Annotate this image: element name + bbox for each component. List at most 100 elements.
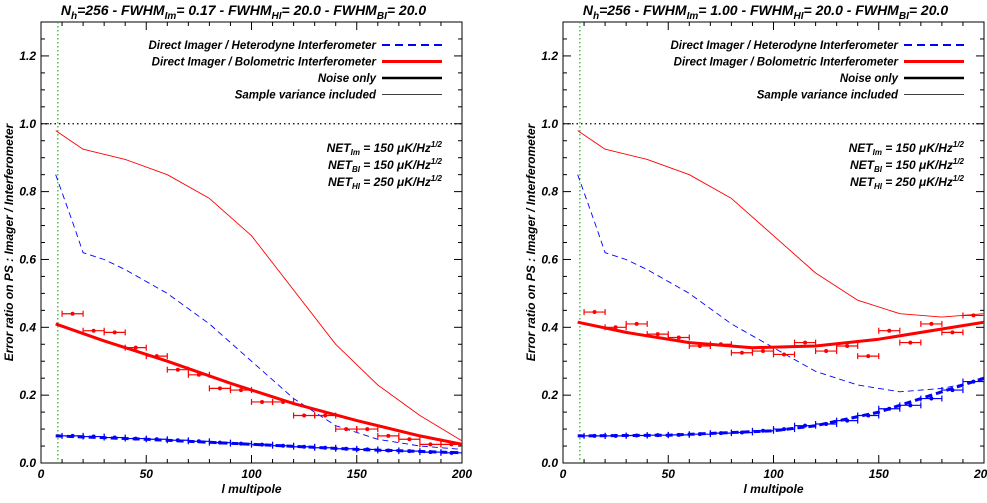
series-line-3 [577,376,984,438]
legend: Direct Imager / Heterodyne Interferomete… [148,40,442,102]
y-tick-label: 1.0 [19,117,36,131]
chart-title-part-0: N [61,2,72,18]
data-point [676,335,681,340]
legend-label: Noise only [840,73,899,85]
data-point [887,328,892,333]
data-point [782,427,787,432]
data-point [718,342,723,347]
data-point [112,330,117,335]
chart-title: Nh=256 - FWHMIm= 0.17 - FWHMHI= 20.0 - F… [61,2,427,22]
plot-frame [40,21,463,464]
net-line-2-part-2: = 150 μK/Hz [882,158,953,172]
data-point [133,345,138,350]
chart-title-part-4: = 0.17 - FWHM [176,2,272,18]
net-line-3-part-2: = 250 μK/Hz [882,175,953,189]
data-point [407,449,412,454]
data-point [323,413,328,418]
data-point [428,442,433,447]
data-point [950,388,955,393]
chart-title-part-5: HI [794,11,804,22]
legend-label: Direct Imager / Bolometric Interferomete… [674,57,899,69]
y-tick-label: 0.6 [541,252,558,266]
net-line-3-part-1: HI [352,182,361,191]
data-point [908,340,913,345]
data-point [238,441,243,446]
data-point [929,396,934,401]
net-line-3-part-3: 1/2 [431,174,443,183]
y-tick-label: 0.8 [19,185,36,199]
y-tick-label: 0.8 [541,185,558,199]
chart-title-part-7: BI [899,11,909,22]
data-point [718,431,723,436]
data-point [971,379,976,384]
net-line-2: NETBI = 150 μK/Hz1/2 [328,157,443,174]
data-point [824,421,829,426]
x-axis-label: l multipole [744,482,804,496]
data-point [154,437,159,442]
data-point [824,349,829,354]
x-tick-label: 200 [973,467,987,481]
net-line-2-part-3: 1/2 [431,157,443,166]
y-tick-label: 0.4 [541,320,558,334]
data-point [217,440,222,445]
data-point [866,354,871,359]
x-tick-label: 100 [241,467,261,481]
net-line-1-part-3: 1/2 [953,140,965,149]
net-line-2-part-2: = 150 μK/Hz [360,158,431,172]
legend-label: Direct Imager / Heterodyne Interferomete… [670,40,898,52]
data-point [697,432,702,437]
net-line-3-part-2: = 250 μK/Hz [360,175,431,189]
chart-title-part-0: N [583,2,594,18]
data-point [592,310,597,315]
data-point [634,433,639,438]
net-line-3-part-1: HI [874,182,883,191]
series-line-0 [577,130,984,318]
y-tick-label: 1.2 [541,49,558,63]
net-line-2-part-0: NET [328,158,354,172]
net-line-1-part-2: = 150 μK/Hz [882,141,953,155]
data-point [175,367,180,372]
x-tick-label: 150 [347,467,367,481]
data-point [323,445,328,450]
data-point [929,321,934,326]
data-point [133,436,138,441]
data-point [950,330,955,335]
y-tick-label: 0.4 [19,320,36,334]
chart-title-part-1: h [593,11,599,22]
data-point [697,343,702,348]
chart-title-part-6: = 20.0 - FWHM [804,2,900,18]
data-point [386,433,391,438]
data-point [365,427,370,432]
chart-title-part-8: = 20.0 [387,2,427,18]
y-tick-label: 0.2 [19,388,36,402]
net-line-1-part-0: NET [327,141,353,155]
x-tick-label: 0 [560,467,567,481]
net-line-2-part-0: NET [850,158,876,172]
y-tick-label: 0.0 [541,456,558,470]
data-point [196,439,201,444]
data-point [281,399,286,404]
data-point [739,350,744,355]
chart-title-part-3: Im [165,11,177,22]
data-point [154,354,159,359]
chart-title-part-2: =256 - FWHM [599,2,687,18]
data-point [407,437,412,442]
x-tick-label: 200 [451,467,472,481]
series-line-2 [577,320,984,350]
legend: Direct Imager / Heterodyne Interferomete… [670,40,964,102]
net-line-3-part-0: NET [850,175,876,189]
chart-title-part-7: BI [377,11,387,22]
data-point [302,444,307,449]
x-tick-label: 100 [763,467,783,481]
net-line-3: NETHI = 250 μK/Hz1/2 [850,174,965,191]
data-point [344,446,349,451]
net-line-2-part-1: BI [352,165,361,174]
data-point [655,433,660,438]
data-point [196,372,201,377]
data-point [887,406,892,411]
data-point [803,340,808,345]
data-point [866,413,871,418]
x-axis-label: l multipole [222,482,282,496]
legend-label: Sample variance included [757,90,899,102]
